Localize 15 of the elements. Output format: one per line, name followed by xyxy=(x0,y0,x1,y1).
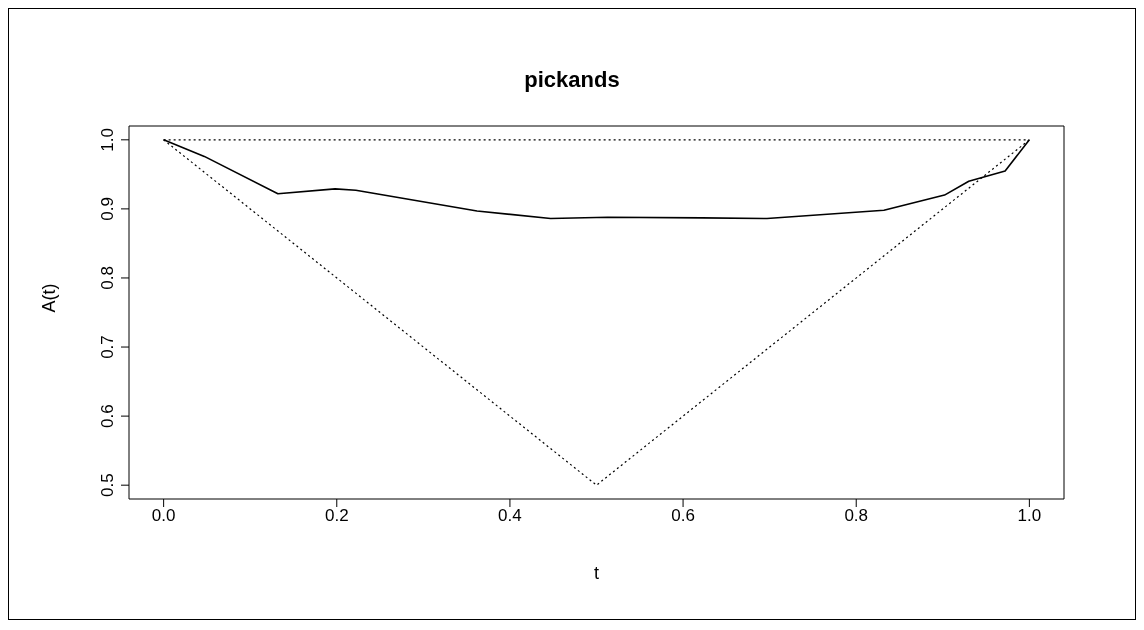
y-tick-label: 0.5 xyxy=(98,473,117,498)
x-axis-title: t xyxy=(593,563,600,583)
y-tick-label: 0.8 xyxy=(98,266,117,290)
x-tick-label: 0.6 xyxy=(671,506,695,526)
y-tick-label: 0.7 xyxy=(98,335,117,359)
y-tick-label: 0.9 xyxy=(98,197,117,221)
y-axis-title: A(t) xyxy=(39,283,60,313)
y-tick-label: 1.0 xyxy=(98,127,117,152)
chart-title: pickands xyxy=(523,67,621,93)
x-tick-label: 0.0 xyxy=(151,506,176,526)
x-tick-label: 0.4 xyxy=(498,506,522,526)
x-tick-label: 0.2 xyxy=(324,506,349,526)
x-tick-label: 0.8 xyxy=(844,506,869,526)
x-tick-label: 1.0 xyxy=(1017,506,1042,526)
y-tick-label: 0.6 xyxy=(98,404,117,428)
